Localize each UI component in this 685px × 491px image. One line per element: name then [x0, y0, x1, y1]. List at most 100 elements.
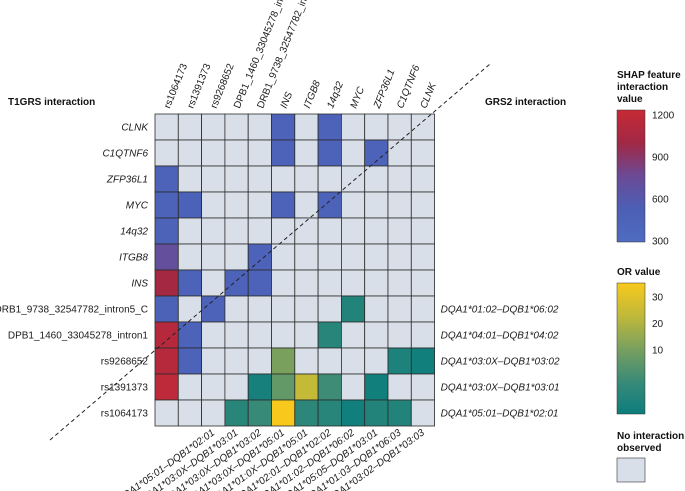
row-label: CLNK: [121, 123, 149, 134]
heatmap-cell: [387, 373, 412, 401]
heatmap-cell: [224, 139, 249, 167]
heatmap-cell: [294, 243, 319, 271]
heatmap-cell: [340, 269, 366, 297]
or-tick: 10: [652, 346, 664, 357]
heatmap-cell: [177, 269, 203, 297]
heatmap-cell: [410, 399, 435, 427]
heatmap-cell: [340, 113, 366, 141]
heatmap-cell: [387, 399, 412, 427]
heatmap-cell: [247, 347, 272, 375]
heatmap-cell: [271, 269, 296, 297]
column-label: INS: [279, 90, 296, 110]
heatmap-cell: [247, 321, 272, 349]
column-label: ZFP36L1: [372, 68, 398, 111]
right-label: DQA1*01:02–DQB1*06:02: [441, 305, 559, 316]
heatmap-cell: [410, 373, 435, 401]
shap-tick: 300: [652, 237, 669, 248]
heatmap-cell: [247, 243, 272, 271]
or-legend-title: OR value: [617, 267, 661, 278]
no-interaction-label: observed: [617, 443, 661, 454]
heatmap-cell: [247, 165, 272, 193]
heatmap-cell: [154, 243, 179, 271]
heatmap-cell: [271, 347, 296, 375]
heatmap-cell: [317, 243, 342, 271]
or-colorbar: [616, 282, 646, 415]
heatmap-cell: [271, 399, 296, 427]
heatmap-cell: [294, 321, 319, 349]
heatmap-cell: [410, 321, 435, 349]
heatmap-cell: [201, 321, 226, 349]
heatmap-cell: [247, 191, 272, 219]
heatmap-cell: [201, 295, 226, 323]
heatmap-cell: [294, 217, 319, 245]
column-label: C1QTNF6: [395, 63, 422, 110]
row-label: rs9268652: [101, 357, 149, 368]
heatmap-cell: [154, 139, 179, 167]
heatmap-cell: [154, 321, 179, 349]
heatmap-cell: [317, 217, 342, 245]
heatmap-cell: [247, 295, 272, 323]
heatmap-cell: [294, 399, 319, 427]
heatmap-cell: [224, 373, 249, 401]
heatmap-cell: [317, 139, 342, 167]
heatmap-cell: [387, 139, 412, 167]
right-label: DQA1*03:0X–DQB1*03:02: [441, 357, 560, 368]
row-labels: CLNK C1QTNF6 ZFP36L1 MYC 14q32 ITGB8 INS DRB1_9…: [0, 123, 149, 420]
heatmap-cell: [410, 243, 435, 271]
heatmap-cell: [340, 217, 366, 245]
heatmap-cell: [294, 373, 319, 401]
heatmap-cell: [340, 321, 366, 349]
heatmap-cell: [387, 191, 412, 219]
heatmap-cell: [364, 347, 389, 375]
heatmap-cell: [387, 347, 412, 375]
heatmap-cell: [177, 113, 203, 141]
row-label: ITGB8: [119, 253, 148, 264]
heatmap-cell: [387, 113, 412, 141]
row-label: ZFP36L1: [106, 175, 148, 186]
column-label: MYC: [349, 85, 368, 110]
heatmap-cell: [340, 347, 366, 375]
heatmap-cell: [364, 373, 389, 401]
shap-legend-title: value: [617, 94, 643, 105]
shap-tick: 600: [652, 195, 669, 206]
heatmap-cell: [224, 191, 249, 219]
row-label: rs1391373: [101, 383, 149, 394]
heatmap-cell: [154, 295, 179, 323]
right-labels: DQA1*01:02–DQB1*06:02 DQA1*04:01–DQB1*04:…: [441, 305, 560, 420]
right-label: DQA1*05:01–DQB1*02:01: [441, 409, 559, 420]
heatmap-cell: [387, 217, 412, 245]
heatmap-cell: [154, 347, 179, 375]
heatmap-cell: [271, 113, 296, 141]
heatmap-cell: [340, 139, 366, 167]
right-title: GRS2 interaction: [485, 97, 566, 108]
heatmap-cell: [154, 113, 179, 141]
heatmap-cell: [154, 217, 179, 245]
heatmap-cell: [294, 113, 319, 141]
row-label: rs1064173: [101, 409, 149, 420]
shap-legend-title: interaction: [617, 82, 668, 93]
heatmap-cell: [154, 269, 179, 297]
row-label: C1QTNF6: [102, 149, 148, 160]
heatmap-cell: [201, 165, 226, 193]
column-labels: rs1064173rs1391373rs9268652DPB1_1460_330…: [162, 0, 439, 111]
shap-legend-title: SHAP feature: [617, 70, 681, 81]
heatmap-cell: [247, 399, 272, 427]
heatmap-cell: [410, 347, 435, 375]
heatmap-cell: [364, 295, 389, 323]
heatmap-cell: [224, 217, 249, 245]
heatmap-cell: [294, 191, 319, 219]
heatmap-cell: [340, 243, 366, 271]
heatmap-cell: [271, 165, 296, 193]
heatmap-cell: [247, 139, 272, 167]
heatmap-cell: [271, 139, 296, 167]
heatmap-cell: [177, 373, 203, 401]
heatmap-cell: [177, 399, 203, 427]
heatmap-cell: [224, 243, 249, 271]
heatmap-cell: [364, 139, 389, 167]
heatmap-cell: [364, 321, 389, 349]
heatmap-cells: [154, 113, 435, 427]
or-tick: 30: [652, 293, 664, 304]
heatmap-cell: [410, 295, 435, 323]
